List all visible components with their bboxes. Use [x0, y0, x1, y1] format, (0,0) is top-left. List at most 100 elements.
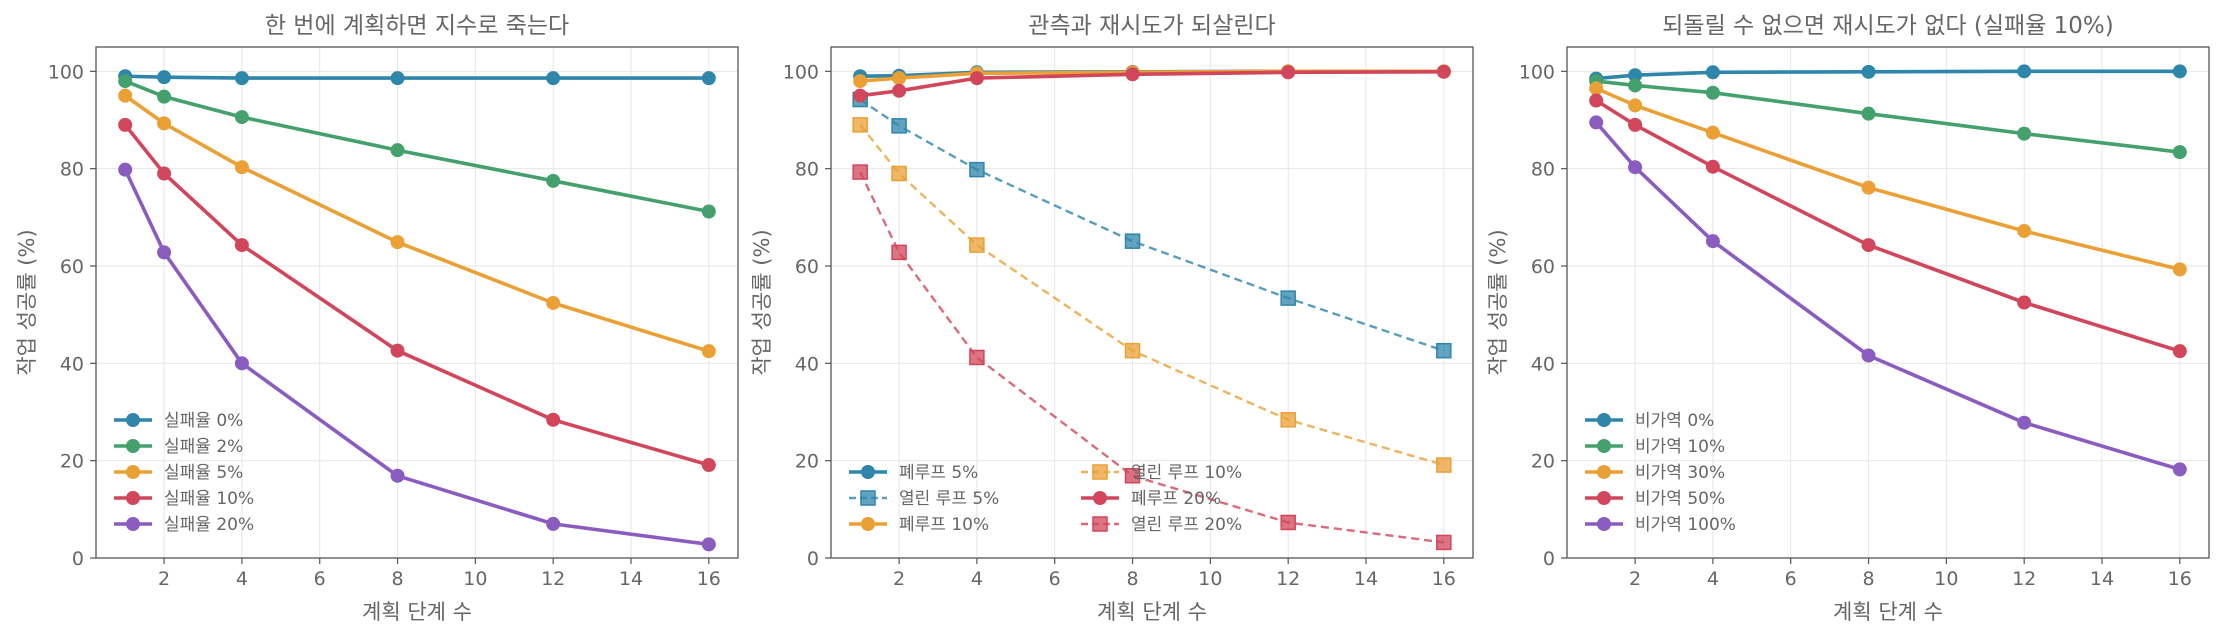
series-line [124, 94, 710, 353]
data-point [118, 162, 133, 177]
series-line [859, 98, 1445, 352]
legend-marker [861, 465, 875, 479]
data-point [157, 245, 172, 260]
data-point [969, 161, 985, 178]
data-point [1861, 180, 1876, 195]
data-point [969, 237, 985, 253]
legend-label: 열린 루프 10% [1131, 463, 1242, 483]
legend-label: 폐루프 20% [1131, 489, 1221, 509]
chart-panel-3: 2 4 6 8 10 12 14 16 0 20 40 60 80 100 되돌릴 수 없으면 재시도가 없… [1486, 13, 2210, 624]
legend-label: 실패율 20% [164, 515, 254, 535]
legend: 폐루프 5% 열린 루프 5% 폐루프 10% 열린 루프 10% 폐루프 20% 열린 … [849, 463, 1242, 535]
x-tick-label: 10 [1198, 568, 1222, 590]
data-point [892, 71, 907, 86]
legend-marker [1597, 413, 1611, 427]
data-point [701, 537, 716, 552]
chart-title: 한 번에 계획하면 지수로 죽는다 [265, 13, 569, 39]
data-point [546, 71, 561, 86]
chart-panel-1: 2 4 6 8 10 12 14 16 0 20 40 60 80 100 한 번에 계획하면 지수로 죽는… [15, 13, 739, 624]
series-line [123, 123, 710, 467]
y-tick-label: 0 [1543, 548, 1555, 570]
y-axis-label: 작업 성공률 (%) [1486, 229, 1510, 375]
x-tick-label: 12 [1276, 568, 1300, 590]
data-point [2017, 295, 2032, 310]
legend-marker [1597, 439, 1611, 453]
legend-marker [860, 490, 876, 506]
legend-marker [1093, 491, 1107, 505]
data-point [118, 88, 133, 103]
data-point [234, 71, 249, 86]
data-point [2172, 262, 2187, 277]
legend: 실패율 0% 실패율 2% 실패율 5% 실패율 10% 실패율 20% [114, 411, 254, 535]
x-tick-label: 4 [1707, 568, 1719, 590]
x-axis-label: 계획 단계 수 [362, 600, 472, 624]
data-point [1628, 78, 1643, 93]
x-axis-label: 계획 단계 수 [1833, 600, 1943, 624]
legend-marker [1597, 465, 1611, 479]
data-point [1125, 67, 1140, 82]
legend-label: 실패율 10% [164, 489, 254, 509]
legend-marker [1597, 491, 1611, 505]
data-point [1436, 64, 1451, 79]
data-point [2017, 415, 2032, 430]
data-point [701, 458, 716, 473]
data-point [2172, 462, 2187, 477]
series-line [124, 79, 710, 214]
data-point [2172, 145, 2187, 160]
y-tick-label: 20 [795, 451, 819, 473]
legend-label: 실패율 0% [164, 411, 243, 431]
chart-panel-2: 2 4 6 8 10 12 14 16 0 20 40 60 80 100 관측과 재시도가 되살린다계획 … [750, 13, 1474, 624]
legend-label: 실패율 2% [164, 437, 243, 457]
data-point [1705, 125, 1720, 140]
x-tick-label: 14 [2090, 568, 2114, 590]
x-tick-label: 8 [391, 568, 403, 590]
x-tick-label: 12 [541, 568, 565, 590]
legend-marker [126, 491, 140, 505]
data-point [853, 88, 868, 103]
data-point [701, 344, 716, 359]
x-tick-label: 6 [314, 568, 326, 590]
x-tick-label: 14 [619, 568, 643, 590]
data-point [701, 71, 716, 86]
y-tick-label: 80 [60, 159, 84, 181]
data-point [891, 165, 907, 182]
data-point [157, 70, 172, 85]
data-point [891, 118, 907, 134]
data-point [1589, 93, 1604, 108]
data-point [2172, 344, 2187, 359]
y-tick-label: 100 [1519, 61, 1555, 83]
y-tick-label: 20 [60, 451, 84, 473]
legend-marker [861, 517, 875, 531]
legend-label: 비가역 0% [1635, 411, 1714, 431]
data-point [546, 295, 561, 310]
data-point [118, 74, 133, 89]
data-point [853, 74, 868, 89]
data-point [234, 110, 249, 125]
x-tick-label: 2 [1629, 568, 1641, 590]
data-point [2017, 223, 2032, 238]
data-point [390, 71, 405, 86]
data-point [852, 117, 868, 133]
x-tick-label: 10 [463, 568, 487, 590]
series-line [1594, 121, 2181, 472]
legend-label: 비가역 100% [1635, 515, 1736, 535]
x-tick-label: 8 [1126, 568, 1138, 590]
legend-marker [126, 439, 140, 453]
y-tick-label: 60 [1531, 256, 1555, 278]
data-point [390, 235, 405, 250]
legend-label: 실패율 5% [164, 463, 243, 483]
legend-label: 폐루프 5% [899, 463, 978, 483]
legend-marker [1597, 517, 1611, 531]
legend-marker [126, 413, 140, 427]
data-point [1705, 85, 1720, 100]
data-point [1628, 98, 1643, 113]
legend-marker [126, 517, 140, 531]
x-tick-label: 8 [1862, 568, 1874, 590]
legend: 비가역 0% 비가역 10% 비가역 30% 비가역 50% 비가역 100% [1585, 411, 1736, 535]
y-tick-label: 60 [60, 256, 84, 278]
y-tick-label: 100 [48, 61, 84, 83]
legend-marker [126, 465, 140, 479]
data-point [234, 160, 249, 175]
data-point [157, 89, 172, 104]
y-tick-label: 40 [1531, 353, 1555, 375]
